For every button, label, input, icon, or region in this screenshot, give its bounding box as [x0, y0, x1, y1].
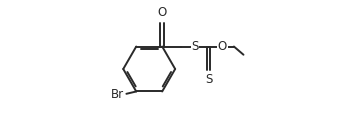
- Text: Br: Br: [111, 88, 124, 101]
- Text: S: S: [191, 40, 199, 53]
- Text: O: O: [158, 6, 167, 19]
- Text: O: O: [218, 40, 227, 53]
- Text: S: S: [205, 73, 212, 86]
